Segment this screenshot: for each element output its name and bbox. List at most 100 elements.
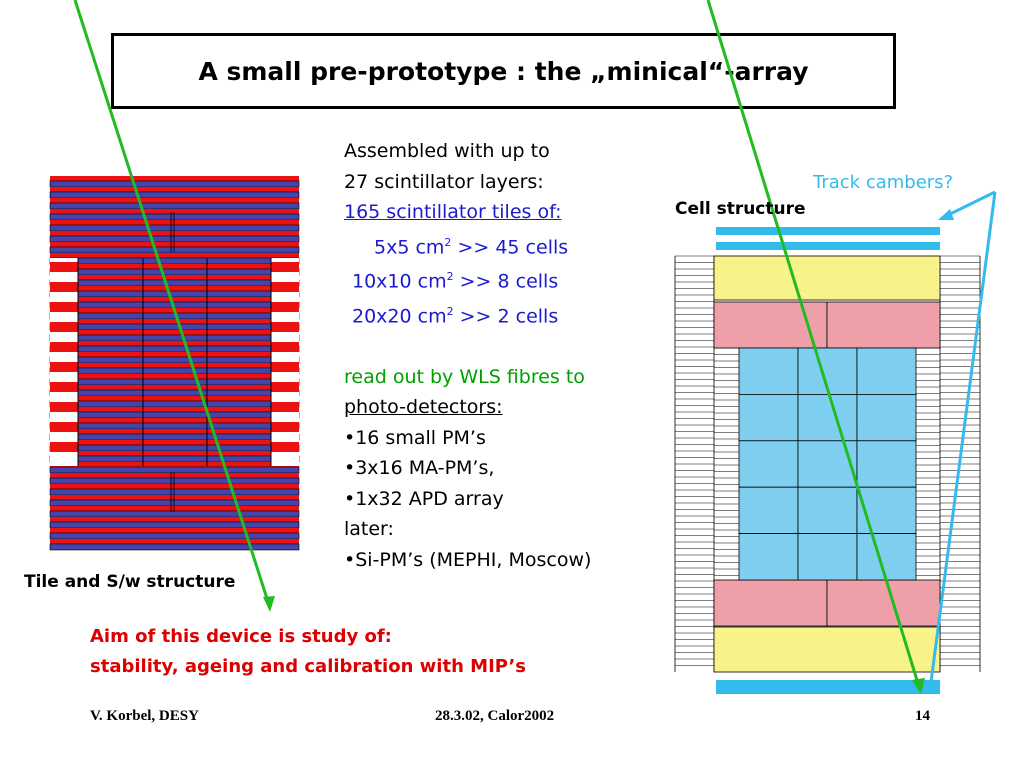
scintillator-layer [49, 543, 300, 551]
scintillator-layer [49, 411, 300, 419]
footer-author: V. Korbel, DESY [90, 708, 199, 724]
text-line: 27 scintillator layers: [344, 170, 544, 193]
track-camber-top [716, 242, 940, 250]
scintillator-layer [49, 213, 300, 221]
footer-date: 28.3.02, Calor2002 [435, 708, 555, 724]
track-lines [73, 0, 997, 694]
cell-5x5 [738, 440, 799, 488]
cyan-arrow [928, 191, 997, 691]
tile-sandwich-diagram [49, 176, 300, 551]
aim-line: stability, ageing and calibration with M… [90, 656, 527, 677]
text-line: 5x5 cm2 >> 45 cells [374, 235, 569, 258]
cell-10x10 [826, 579, 941, 627]
scintillator-layer [49, 180, 300, 188]
absorber-layer [50, 242, 299, 247]
absorber-layer [50, 253, 299, 258]
scintillator-layer [49, 235, 300, 243]
track-cambers-label: Track cambers? [813, 172, 954, 193]
absorber-layer [50, 429, 299, 434]
track-camber-bottom [716, 680, 940, 694]
text-line: later: [344, 518, 394, 541]
scintillator-layer [49, 510, 300, 518]
absorber-layer [50, 220, 299, 225]
cell-structure-caption: Cell structure [675, 199, 806, 219]
scintillator-layer [49, 279, 300, 287]
arrowhead [263, 596, 275, 612]
absorber-layer [50, 297, 299, 302]
text-line: 20x20 cm2 >> 2 cells [352, 305, 559, 328]
cell-5x5 [738, 486, 799, 535]
absorber-layer [50, 385, 299, 390]
absorber-layer [271, 262, 299, 272]
absorber-layer [50, 176, 299, 181]
arrowhead [923, 680, 937, 694]
absorber-layer [271, 442, 299, 452]
cell-5x5 [797, 533, 858, 581]
scintillator-layer [49, 356, 300, 364]
cell-5x5 [797, 440, 858, 488]
cell-20x20 [713, 255, 941, 301]
absorber-layer [50, 422, 78, 432]
absorber-layer [50, 440, 299, 445]
aim-text: Aim of this device is study of: stabilit… [90, 622, 526, 682]
scintillator-layer [49, 202, 300, 210]
absorber-layer [50, 517, 299, 522]
scintillator-layer [49, 400, 300, 408]
scintillator-layer [49, 444, 300, 452]
title-box: A small pre-prototype : the „minical“-ar… [111, 33, 896, 109]
aim-line: Aim of this device is study of: [90, 626, 392, 647]
arrowhead [912, 678, 925, 694]
absorber-layer [50, 462, 299, 467]
text-line: •1x32 APD array [344, 487, 504, 510]
absorber-layer [271, 402, 299, 412]
cell-20x20 [713, 626, 941, 673]
scintillator-layer [49, 488, 300, 496]
scintillator-layer [49, 191, 300, 199]
cell-5x5 [738, 347, 799, 395]
absorber-layer [271, 342, 299, 352]
scintillator-layer [49, 367, 300, 375]
scintillator-layer [49, 246, 300, 254]
absorber-layer [271, 302, 299, 312]
absorber-layer [50, 275, 299, 280]
absorber-layer [50, 528, 299, 533]
green-track-right [706, 0, 922, 691]
absorber-layer [50, 473, 299, 478]
absorber-layer [50, 484, 299, 489]
text-line: 10x10 cm2 >> 8 cells [352, 270, 559, 293]
cell-5x5 [856, 533, 917, 581]
scintillator-layer [49, 389, 300, 397]
description-text: Assembled with up to 27 scintillator lay… [344, 136, 591, 575]
scintillator-layer [49, 345, 300, 353]
scintillator-layer [49, 433, 300, 441]
tile-structure-caption: Tile and S/w structure [24, 572, 236, 592]
scintillator-layer [49, 422, 300, 430]
cell-5x5 [797, 486, 858, 535]
absorber-layer [50, 539, 299, 544]
absorber-layer [50, 374, 299, 379]
absorber-layer [50, 506, 299, 511]
absorber-layer [50, 231, 299, 236]
cell-5x5 [856, 347, 917, 395]
absorber-layer [50, 442, 78, 452]
absorber-layer [271, 322, 299, 332]
absorber-layer [50, 342, 78, 352]
absorber-layer [50, 418, 299, 423]
cell-10x10 [713, 301, 828, 349]
text-line: Assembled with up to [344, 140, 550, 162]
absorber-layer [50, 352, 299, 357]
absorber-layer [50, 362, 78, 372]
cell-10x10 [826, 301, 941, 349]
arrowhead [938, 209, 954, 220]
text-line: •16 small PM’s [344, 426, 486, 449]
track-camber-top [716, 227, 940, 235]
scintillator-layer [49, 455, 300, 463]
absorber-layer [50, 363, 299, 368]
absorber-layer [50, 286, 299, 291]
cell-5x5 [738, 533, 799, 581]
scintillator-layer [49, 532, 300, 540]
absorber-layer [50, 322, 78, 332]
text-line: read out by WLS fibres to [344, 365, 585, 388]
absorber-layer [271, 422, 299, 432]
text-line: 165 scintillator tiles of: [344, 201, 562, 223]
